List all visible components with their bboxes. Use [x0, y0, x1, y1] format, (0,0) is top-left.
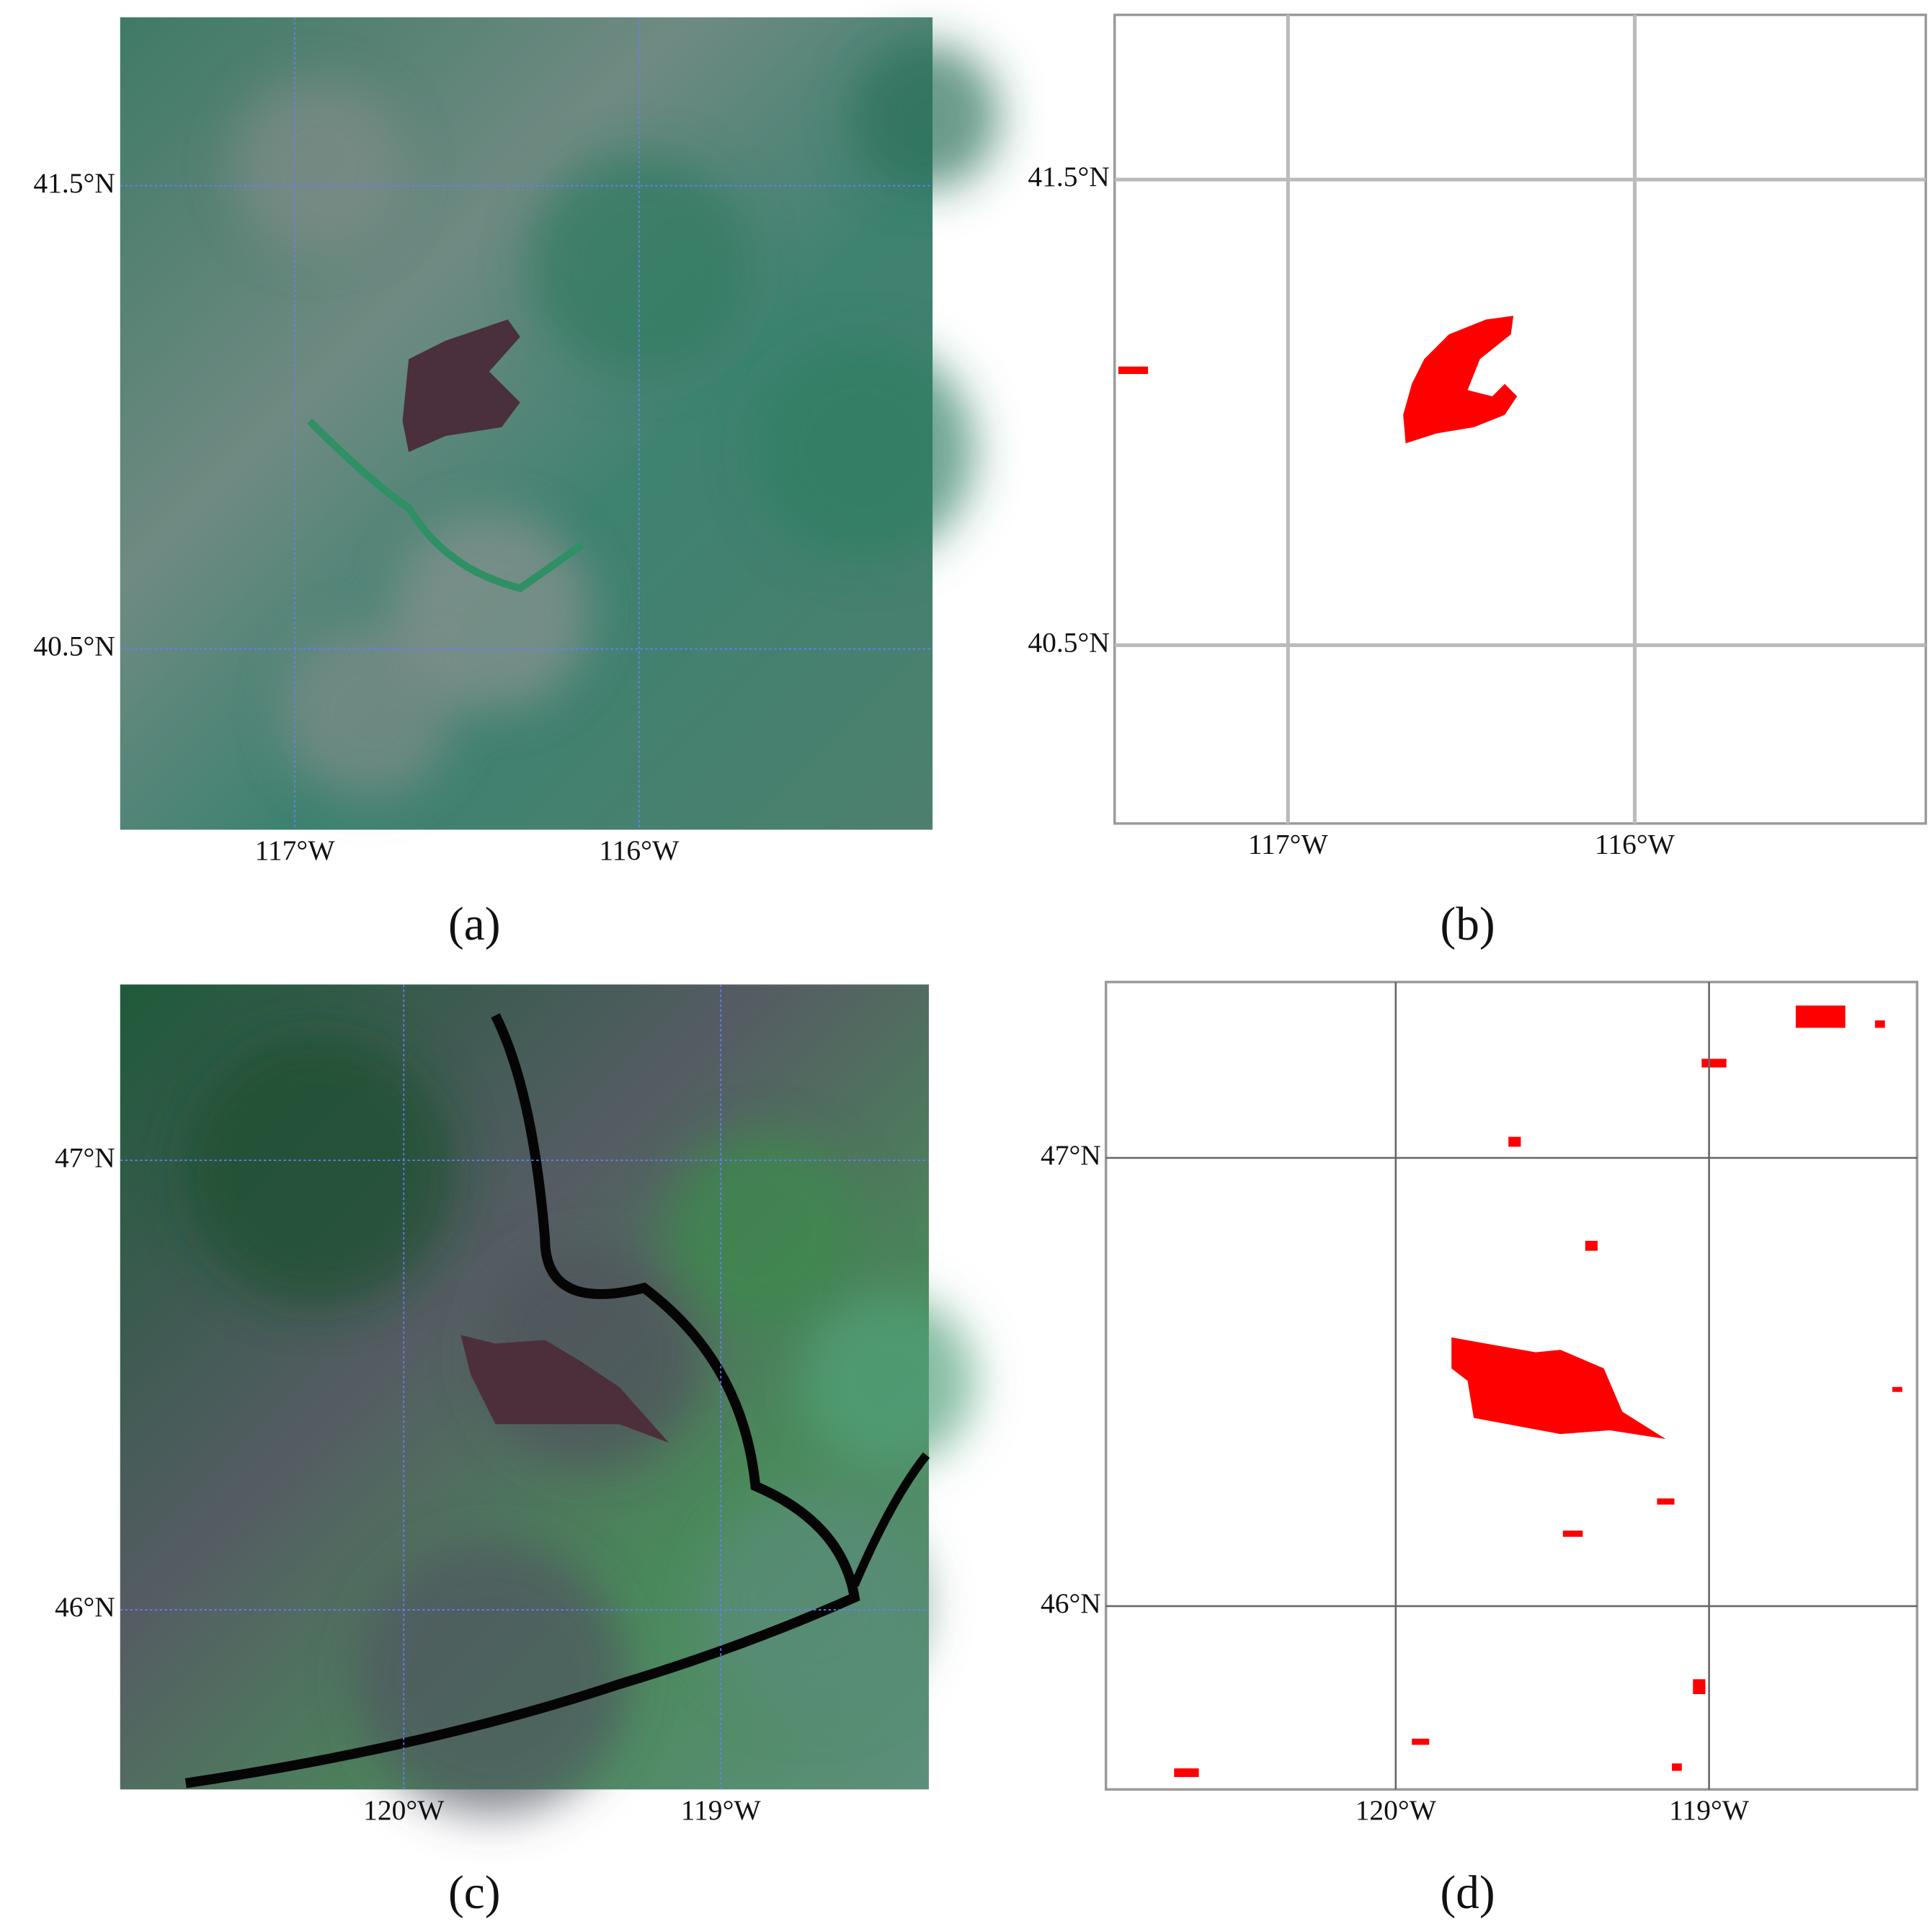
fire-area [1562, 1531, 1583, 1537]
fire-area [1508, 1136, 1521, 1147]
x-tick-label: 119°W [681, 1794, 762, 1826]
x-tick-label: 116°W [1595, 829, 1675, 860]
x-tick-label: 120°W [1355, 1794, 1437, 1826]
panel-label: (c) [448, 1867, 500, 1919]
terrain [850, 42, 1000, 191]
y-tick-label: 40.5°N [33, 631, 115, 662]
fire-area [1451, 1337, 1666, 1439]
y-tick-label: 46°N [1041, 1587, 1101, 1619]
map-panel: 120°W 119°W 47°N 46°N (c) [55, 984, 975, 1919]
map-panel: 117°W 116°W 41.5°N 40.5°N (a) [33, 17, 1000, 950]
fire-area [1874, 1020, 1885, 1028]
map-frame [1113, 13, 1928, 825]
panel-label: (d) [1440, 1867, 1495, 1919]
y-tick-label: 40.5°N [1028, 626, 1110, 658]
terrain [281, 624, 455, 798]
fire-area [1585, 1240, 1598, 1251]
fire-area [1795, 1005, 1846, 1028]
x-tick-label: 116°W [599, 834, 680, 866]
terrain [231, 79, 405, 253]
burn-scar [460, 1335, 669, 1443]
river [850, 1452, 930, 1587]
fire-area [1672, 1763, 1682, 1771]
y-tick-label: 41.5°N [33, 167, 115, 199]
terrain [392, 512, 591, 711]
x-tick-label: 117°W [255, 834, 336, 866]
panel-label: (b) [1440, 899, 1495, 950]
terrain [664, 1133, 863, 1332]
panel-label: (a) [448, 899, 500, 950]
fire-area [1118, 366, 1149, 375]
map-panel: 117°W 116°W 41.5°N 40.5°N (b) [1028, 13, 1928, 950]
map-panel: 120°W 119°W 47°N 46°N (d) [1041, 981, 1919, 1919]
y-tick-label: 41.5°N [1028, 161, 1110, 192]
terrain [182, 1033, 455, 1307]
river [307, 418, 584, 592]
y-tick-label: 46°N [55, 1591, 115, 1623]
burn-scar [402, 319, 520, 453]
terrain [752, 339, 975, 563]
x-tick-label: 117°W [1248, 829, 1329, 860]
x-tick-label: 120°W [363, 1794, 445, 1826]
terrain [801, 1293, 975, 1468]
fire-area [1693, 1679, 1706, 1694]
texture [231, 42, 1000, 798]
terrain [528, 153, 752, 377]
y-tick-label: 47°N [1041, 1139, 1101, 1171]
fire-area [1174, 1768, 1199, 1778]
x-tick-label: 119°W [1669, 1794, 1750, 1826]
river [184, 1013, 860, 1788]
fire-area [1657, 1498, 1675, 1505]
fire-area [1412, 1738, 1430, 1745]
y-tick-label: 47°N [55, 1141, 115, 1173]
fire-area [1403, 316, 1518, 444]
terrain [355, 1541, 628, 1814]
fire-area [1701, 1059, 1727, 1068]
fire-area [1892, 1386, 1902, 1392]
